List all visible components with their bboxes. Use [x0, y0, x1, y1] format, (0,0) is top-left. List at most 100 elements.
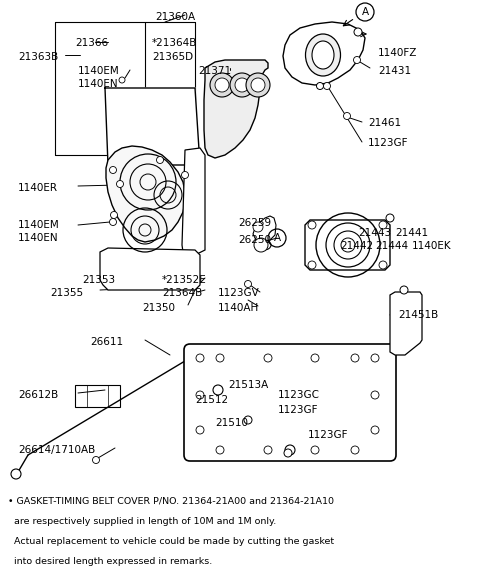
Circle shape [244, 416, 252, 424]
Text: 21363B: 21363B [18, 52, 58, 62]
Text: 21365D: 21365D [152, 52, 193, 62]
Text: 21441: 21441 [395, 228, 428, 238]
Circle shape [196, 391, 204, 399]
Text: 21360A: 21360A [155, 12, 195, 22]
Circle shape [264, 354, 272, 362]
Circle shape [311, 354, 319, 362]
Circle shape [379, 221, 387, 229]
Text: 1140FZ: 1140FZ [378, 48, 418, 58]
Circle shape [235, 78, 249, 92]
Circle shape [351, 446, 359, 454]
Text: are respectively supplied in length of 10M and 1M only.: are respectively supplied in length of 1… [8, 517, 276, 526]
Circle shape [109, 219, 117, 225]
Text: 21512: 21512 [195, 395, 228, 405]
Text: 1123GV: 1123GV [218, 288, 260, 298]
Circle shape [230, 73, 254, 97]
Text: 21431: 21431 [378, 66, 411, 76]
Text: • GASKET-TIMING BELT COVER P/NO. 21364-21A00 and 21364-21A10: • GASKET-TIMING BELT COVER P/NO. 21364-2… [8, 497, 334, 506]
Circle shape [109, 167, 117, 174]
Circle shape [316, 82, 324, 90]
Circle shape [284, 449, 292, 457]
Circle shape [244, 280, 252, 287]
Polygon shape [390, 292, 422, 355]
FancyBboxPatch shape [184, 344, 396, 461]
Text: 1140EM: 1140EM [18, 220, 60, 230]
Text: 1140EK: 1140EK [412, 241, 452, 251]
Text: 1123GF: 1123GF [368, 138, 408, 148]
Circle shape [119, 77, 125, 83]
Circle shape [216, 446, 224, 454]
Text: A: A [274, 233, 281, 243]
Circle shape [351, 354, 359, 362]
Text: 1140EN: 1140EN [18, 233, 59, 243]
Circle shape [216, 354, 224, 362]
Circle shape [156, 157, 164, 163]
Text: 21366: 21366 [75, 38, 108, 48]
Circle shape [117, 181, 123, 188]
Circle shape [253, 222, 263, 232]
Text: 26611: 26611 [90, 337, 123, 347]
Circle shape [264, 446, 272, 454]
Circle shape [371, 354, 379, 362]
Text: 21444: 21444 [375, 241, 408, 251]
Text: 21443: 21443 [358, 228, 391, 238]
Ellipse shape [257, 240, 271, 250]
Circle shape [400, 286, 408, 294]
Ellipse shape [305, 34, 340, 76]
Circle shape [11, 469, 21, 479]
Polygon shape [106, 146, 185, 242]
Circle shape [354, 28, 362, 36]
Text: 1140EN: 1140EN [78, 79, 119, 89]
Text: *21364B: *21364B [152, 38, 197, 48]
Circle shape [196, 426, 204, 434]
Circle shape [93, 456, 99, 463]
Text: 21353: 21353 [82, 275, 115, 285]
Text: 26614/1710AB: 26614/1710AB [18, 445, 95, 455]
Circle shape [344, 112, 350, 119]
Polygon shape [253, 216, 276, 242]
Polygon shape [105, 88, 200, 165]
Text: 21355: 21355 [50, 288, 83, 298]
Bar [215, 365, 363, 425]
Circle shape [210, 73, 234, 97]
Bar [75, 385, 120, 407]
Text: 1123GF: 1123GF [308, 430, 348, 440]
Text: 26612B: 26612B [18, 390, 58, 400]
Text: 21364B: 21364B [162, 288, 202, 298]
Text: 1140ER: 1140ER [18, 183, 58, 193]
Text: 26250: 26250 [238, 235, 271, 245]
Polygon shape [283, 22, 365, 85]
Circle shape [311, 446, 319, 454]
Circle shape [353, 57, 360, 64]
Text: into desired length expressed in remarks.: into desired length expressed in remarks… [8, 557, 212, 566]
Text: 21371: 21371 [198, 66, 231, 76]
Circle shape [110, 212, 118, 219]
Text: Actual replacement to vehicle could be made by cutting the gasket: Actual replacement to vehicle could be m… [8, 537, 334, 546]
Text: *21352E: *21352E [162, 275, 207, 285]
Circle shape [386, 214, 394, 222]
Circle shape [285, 445, 295, 455]
Circle shape [213, 385, 223, 395]
Polygon shape [100, 248, 200, 290]
Circle shape [379, 261, 387, 269]
Polygon shape [305, 220, 390, 270]
Circle shape [371, 426, 379, 434]
Circle shape [308, 221, 316, 229]
Text: 1123GF: 1123GF [278, 405, 319, 415]
Ellipse shape [312, 41, 334, 69]
Circle shape [196, 354, 204, 362]
Text: 21451B: 21451B [398, 310, 438, 320]
Text: 21513A: 21513A [228, 380, 268, 390]
Circle shape [181, 171, 189, 178]
Circle shape [254, 238, 268, 252]
Text: 21442: 21442 [340, 241, 373, 251]
Text: 1140AH: 1140AH [218, 303, 259, 313]
Text: 21461: 21461 [368, 118, 401, 128]
Polygon shape [182, 148, 205, 255]
Text: 26259: 26259 [238, 218, 271, 228]
Circle shape [215, 78, 229, 92]
Circle shape [251, 78, 265, 92]
Circle shape [246, 73, 270, 97]
Text: 21350: 21350 [142, 303, 175, 313]
Text: 1140EM: 1140EM [78, 66, 120, 76]
